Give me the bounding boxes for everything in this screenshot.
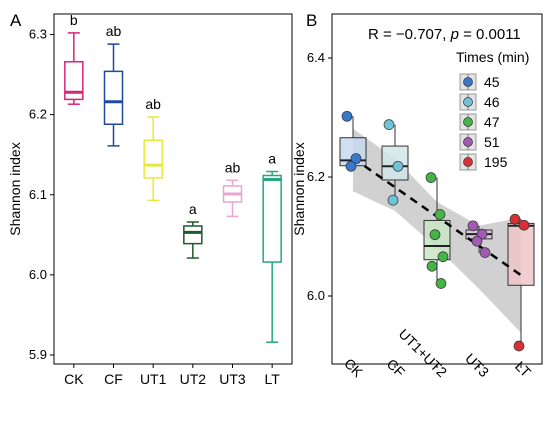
y-axis-label-a: Shannon index <box>7 142 23 235</box>
legend-swatch <box>463 157 473 167</box>
legend-entry: 45 <box>484 74 500 90</box>
legend-entry: 46 <box>484 94 500 110</box>
data-point <box>467 220 479 232</box>
y-tick-label-a: 6.1 <box>29 187 47 202</box>
box-ut1 <box>143 139 163 179</box>
x-tick-label-b: LT <box>512 358 534 380</box>
legend-entry: 47 <box>484 114 500 130</box>
panel-label-b: B <box>306 11 317 30</box>
significance-label: a <box>189 201 197 217</box>
y-tick-label-b: 6.0 <box>307 288 325 303</box>
data-point <box>350 153 362 164</box>
significance-label: ab <box>106 23 122 39</box>
box-b <box>507 222 535 286</box>
significance-label: b <box>70 12 78 28</box>
box-lt <box>262 174 282 263</box>
data-point <box>383 119 395 130</box>
x-tick-label-a: CK <box>64 371 84 387</box>
legend-title: Times (min) <box>456 49 529 65</box>
data-point <box>345 160 357 172</box>
legend-swatch <box>463 77 473 87</box>
chart-a: 5.9 6.0 6.1 6.2 6.3 Shannon index b CK ab CF ab UT1… <box>7 12 293 387</box>
box-b <box>381 145 409 181</box>
data-point <box>471 235 483 247</box>
significance-label: a <box>268 151 276 167</box>
x-tick-label-a: UT2 <box>180 371 207 387</box>
correlation-annotation: R = −0.707, p = 0.0011 <box>368 26 521 43</box>
data-point <box>434 209 446 220</box>
legend-swatch <box>463 97 473 107</box>
x-tick-label-b: CF <box>384 356 409 381</box>
y-tick-label-b: 6.2 <box>307 169 325 184</box>
legend-swatch <box>463 117 473 127</box>
data-point <box>509 213 521 225</box>
data-point <box>518 219 530 231</box>
data-point <box>513 340 525 352</box>
data-point <box>435 278 447 289</box>
x-tick-label-a: CF <box>104 371 123 387</box>
y-tick-label-a: 6.2 <box>29 107 47 122</box>
box-cf <box>103 70 124 125</box>
data-point <box>437 251 449 263</box>
x-tick-label-a: UT1 <box>140 371 167 387</box>
data-point <box>426 260 438 272</box>
legend-entry: 195 <box>484 154 508 170</box>
y-tick-label-a: 6.0 <box>29 267 47 282</box>
data-point <box>341 110 353 122</box>
panel-a-frame <box>53 13 293 365</box>
data-point <box>392 160 404 172</box>
x-tick-label-b: UT3 <box>462 350 492 380</box>
significance-label: ab <box>225 159 241 175</box>
y-tick-label-b: 6.4 <box>307 50 325 65</box>
x-tick-label-a: LT <box>265 371 281 387</box>
data-point <box>387 194 399 206</box>
box-ck <box>64 60 84 101</box>
data-point <box>479 247 491 258</box>
y-tick-label-a: 6.3 <box>29 27 47 42</box>
legend-swatch <box>463 137 473 147</box>
x-tick-label-b: CK <box>341 355 367 381</box>
data-point <box>425 172 437 183</box>
x-tick-label-a: UT3 <box>219 371 246 387</box>
legend-entry: 51 <box>484 134 500 150</box>
box-ut2 <box>183 225 203 245</box>
y-tick-label-a: 5.9 <box>29 347 47 362</box>
significance-label: ab <box>145 96 161 112</box>
panel-label-a: A <box>10 11 22 30</box>
data-point <box>429 229 441 241</box>
y-axis-label-b: Shannon index <box>291 142 307 235</box>
